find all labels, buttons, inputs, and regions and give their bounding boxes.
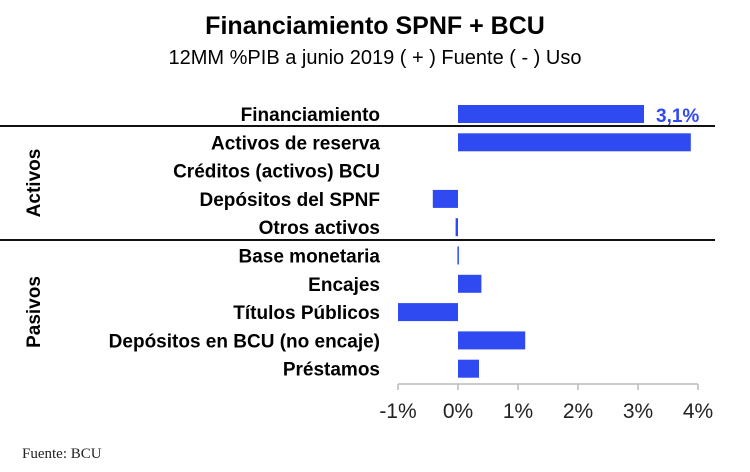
category-label: Créditos (activos) BCU bbox=[173, 162, 380, 183]
category-labels: Financiamiento Activos de reserva Créditos… bbox=[109, 105, 700, 381]
group-label-activos: Activos bbox=[24, 149, 45, 218]
category-label: Préstamos bbox=[283, 360, 380, 381]
chart-subtitle: 12MM %PIB a junio 2019 ( + ) Fuente ( - … bbox=[169, 47, 582, 69]
x-tick-label: 4% bbox=[683, 400, 713, 423]
bar bbox=[458, 133, 691, 152]
category-label: Activos de reserva bbox=[211, 133, 380, 154]
bar bbox=[458, 331, 526, 350]
bar bbox=[398, 303, 458, 322]
bar bbox=[458, 359, 479, 378]
category-label: Títulos Públicos bbox=[233, 303, 380, 324]
bar bbox=[432, 189, 458, 208]
category-label: Base monetaria bbox=[238, 247, 380, 268]
x-tick-label: 1% bbox=[503, 400, 533, 423]
data-label: 3,1% bbox=[656, 106, 699, 127]
category-label: Depósitos en BCU (no encaje) bbox=[109, 331, 380, 352]
x-axis: -1% 0% 1% 2% 3% 4% bbox=[379, 383, 713, 423]
x-tick-label: 0% bbox=[443, 400, 473, 423]
category-label: Encajes bbox=[308, 275, 380, 296]
x-tick-label: 3% bbox=[623, 400, 653, 423]
bar bbox=[458, 274, 482, 293]
source-note: Fuente: BCU bbox=[22, 446, 102, 462]
category-label: Depósitos del SPNF bbox=[199, 190, 380, 211]
x-tick-label: 2% bbox=[563, 400, 593, 423]
group-label-pasivos: Pasivos bbox=[24, 276, 45, 348]
category-label: Financiamiento bbox=[241, 105, 380, 126]
chart-title: Financiamiento SPNF + BCU bbox=[205, 12, 545, 40]
bars bbox=[398, 105, 691, 378]
bar bbox=[457, 246, 459, 265]
x-tick-label: -1% bbox=[379, 400, 416, 423]
bar bbox=[458, 105, 644, 123]
bar bbox=[455, 218, 458, 237]
category-label: Otros activos bbox=[259, 218, 380, 239]
